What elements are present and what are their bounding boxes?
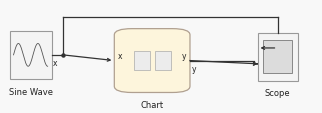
Text: Chart: Chart — [141, 101, 164, 109]
FancyBboxPatch shape — [114, 29, 190, 93]
Text: Sine Wave: Sine Wave — [9, 87, 52, 96]
Text: Scope: Scope — [265, 89, 290, 98]
FancyBboxPatch shape — [10, 32, 52, 79]
Text: y: y — [191, 64, 196, 73]
Text: y: y — [182, 52, 187, 60]
FancyBboxPatch shape — [134, 52, 150, 70]
Text: x: x — [53, 59, 57, 68]
FancyBboxPatch shape — [155, 52, 171, 70]
FancyBboxPatch shape — [258, 33, 298, 81]
FancyBboxPatch shape — [263, 41, 292, 73]
Text: x: x — [118, 52, 123, 60]
